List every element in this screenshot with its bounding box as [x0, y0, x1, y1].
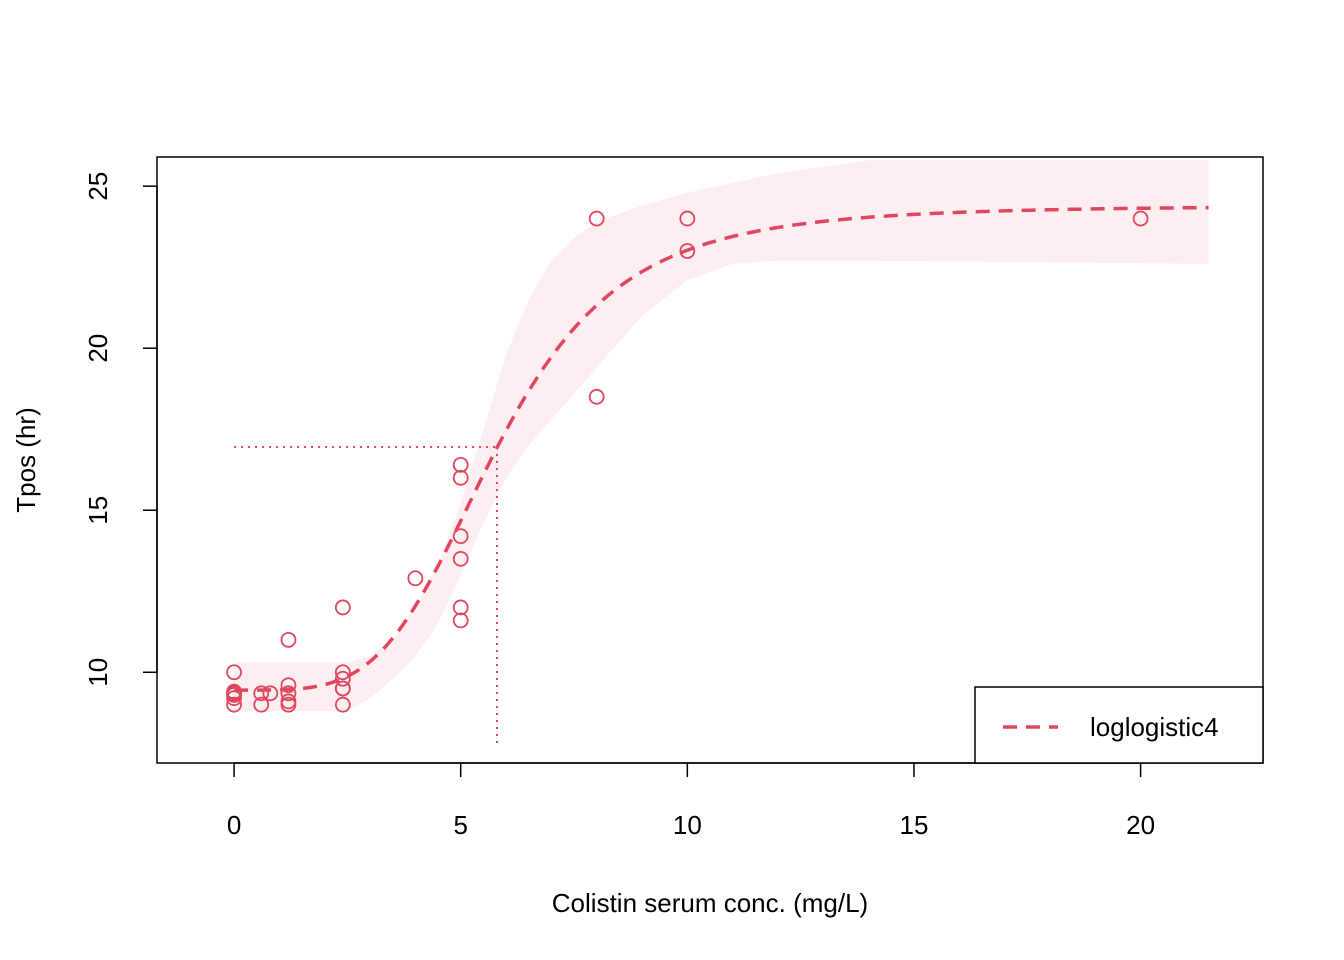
data-point [280, 677, 297, 694]
data-point [452, 528, 469, 545]
y-tick-label: 10 [83, 658, 113, 687]
data-point [407, 570, 424, 587]
legend-box [974, 686, 1264, 764]
data-point [280, 631, 297, 648]
confidence-band-layer [234, 160, 1209, 712]
y-tick-label: 20 [83, 334, 113, 363]
data-point [334, 680, 351, 697]
data-point [452, 550, 469, 567]
data-point [1132, 210, 1149, 227]
x-tick-label: 20 [1126, 810, 1155, 840]
data-point [253, 696, 270, 713]
x-axis: 0 5 10 15 20 [227, 762, 1155, 840]
y-axis: 10 15 20 25 [83, 172, 158, 687]
x-tick-label: 5 [453, 810, 467, 840]
data-point [588, 210, 605, 227]
data-point [452, 612, 469, 629]
x-axis-title: Colistin serum conc. (mg/L) [552, 888, 868, 918]
y-tick-label: 25 [83, 172, 113, 201]
fit-curve [234, 205, 1209, 692]
data-point [262, 685, 279, 702]
data-point [280, 685, 297, 702]
data-point [334, 696, 351, 713]
reference-lines-layer [234, 446, 498, 744]
data-point [679, 210, 696, 227]
data-point [226, 690, 242, 707]
confidence-band [234, 160, 1209, 712]
fit-curve-layer [234, 205, 1209, 692]
data-point [334, 664, 351, 681]
data-point [452, 456, 469, 473]
data-point [679, 243, 696, 259]
data-points-layer [226, 210, 1149, 713]
data-point [226, 664, 242, 681]
y-tick-label: 15 [83, 496, 113, 525]
data-point [452, 469, 469, 486]
data-point [334, 599, 351, 616]
x-tick-label: 15 [900, 810, 929, 840]
y-axis-title: Tpos (hr) [11, 407, 41, 512]
data-point [452, 599, 469, 616]
x-tick-label: 0 [227, 810, 241, 840]
data-point [588, 388, 605, 405]
data-point [334, 670, 351, 687]
data-point [253, 685, 270, 702]
legend-entry-loglogistic4: loglogistic4 [1090, 712, 1219, 742]
data-point [280, 696, 297, 713]
legend: loglogistic4 [974, 686, 1264, 764]
x-tick-label: 10 [673, 810, 702, 840]
data-point [226, 696, 242, 713]
